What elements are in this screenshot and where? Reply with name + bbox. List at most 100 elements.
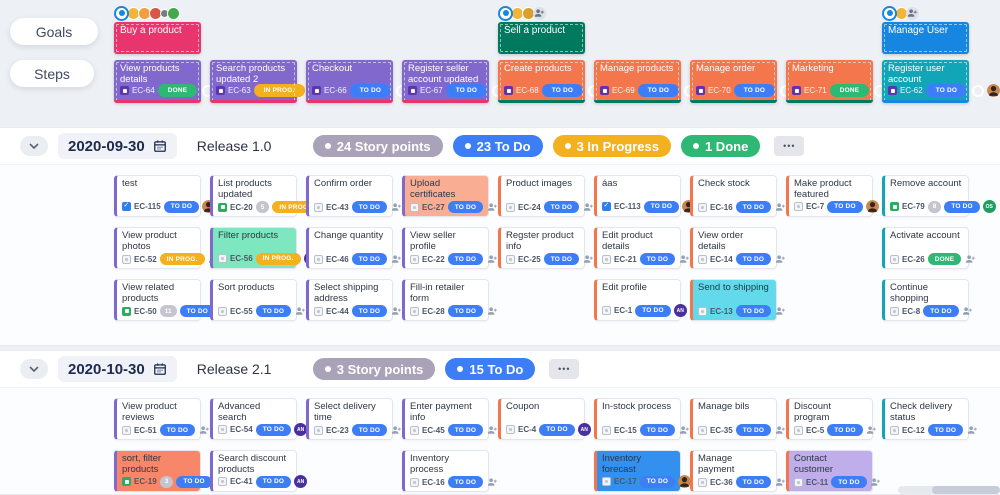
step-card[interactable]: Register user account EC-62 TO DO <box>882 60 1000 103</box>
status-pill[interactable]: TO DO <box>639 475 676 488</box>
status-pill[interactable]: TO DO <box>831 476 867 488</box>
status-pill[interactable]: TO DO <box>351 201 388 213</box>
assign-user-icon[interactable] <box>390 424 402 436</box>
story-card[interactable]: Select shipping address EC-44 TO DO <box>306 279 401 321</box>
goal-card[interactable]: Sell a product <box>498 22 585 54</box>
status-pill[interactable]: TO DO <box>159 424 196 436</box>
status-pill[interactable]: TO DO <box>447 424 484 436</box>
status-pill[interactable]: TO DO <box>179 305 216 317</box>
story-card[interactable]: Sort products EC-55 TO DO <box>210 279 305 321</box>
assignee-avatar[interactable] <box>987 84 1000 97</box>
assign-user-icon[interactable] <box>870 476 882 488</box>
assign-user-icon[interactable] <box>774 305 786 317</box>
status-pill[interactable]: TO DO <box>351 424 388 436</box>
assignee-avatar[interactable]: OS <box>982 200 996 213</box>
status-pill[interactable]: TO DO <box>733 84 776 97</box>
assignee-avatar[interactable] <box>865 200 879 213</box>
story-card[interactable]: Edit profile EC-1 TO DO AN <box>594 279 687 321</box>
story-card[interactable]: List products updated EC-20 5 IN PROG. <box>210 175 331 217</box>
status-pill[interactable]: TO DO <box>163 200 200 213</box>
status-pill[interactable]: TO DO <box>827 424 863 436</box>
status-pill[interactable]: TO DO <box>255 423 292 436</box>
story-card[interactable]: Continue shopping EC-8 TO DO <box>882 279 973 321</box>
status-pill[interactable]: TO DO <box>349 84 392 97</box>
goal-card[interactable]: Manage User <box>882 22 969 54</box>
assign-user-icon[interactable] <box>866 424 878 436</box>
assign-user-icon[interactable] <box>198 424 210 436</box>
status-pill[interactable]: TO DO <box>447 253 484 265</box>
status-pill[interactable]: TO DO <box>539 423 575 436</box>
assign-user-icon[interactable] <box>486 424 498 436</box>
story-card[interactable]: View seller profile EC-22 TO DO <box>402 227 497 269</box>
assignee-avatar[interactable]: AN <box>294 475 308 488</box>
story-card[interactable]: Inventory process EC-16 TO DO <box>402 450 497 492</box>
story-card[interactable]: Change quantity EC-46 TO DO <box>306 227 401 269</box>
step-card[interactable]: Search products updated 2 EC-63 IN PROG. <box>210 60 338 103</box>
assign-user-icon[interactable] <box>486 305 498 317</box>
status-pill[interactable]: DONE <box>829 84 870 97</box>
story-card[interactable]: Activate account EC-26 DONE <box>882 227 975 269</box>
status-pill[interactable]: TO DO <box>735 476 772 488</box>
status-pill[interactable]: TO DO <box>927 424 964 436</box>
status-pill[interactable]: IN PROG. <box>255 252 301 265</box>
assign-user-icon[interactable] <box>962 305 974 317</box>
story-card[interactable]: Search discount products EC-41 TO DO AN <box>210 450 308 492</box>
status-pill[interactable]: TO DO <box>643 200 680 213</box>
release-more-button[interactable]: ••• <box>774 136 805 156</box>
assign-user-icon[interactable] <box>486 253 498 265</box>
steps-button[interactable]: Steps <box>10 60 94 87</box>
assign-user-icon[interactable] <box>964 253 976 265</box>
release-date-button[interactable]: 2020-09-30 <box>58 133 177 159</box>
collapse-chevron-button[interactable] <box>20 136 48 156</box>
release-date-button[interactable]: 2020-10-30 <box>58 356 177 382</box>
assign-user-icon[interactable] <box>774 253 786 265</box>
story-card[interactable]: Upload certificates EC-27 TO DO <box>402 175 497 217</box>
step-card[interactable]: Register seller account updated EC-67 TO D… <box>402 60 521 103</box>
status-pill[interactable]: TO DO <box>351 253 388 265</box>
status-pill[interactable]: TO DO <box>639 424 676 436</box>
collapse-chevron-button[interactable] <box>20 359 48 379</box>
goal-card[interactable]: Buy a product <box>114 22 201 54</box>
status-pill[interactable]: TO DO <box>351 305 388 317</box>
story-card[interactable]: Contact customer EC-11 TO DO <box>786 450 881 492</box>
story-card[interactable]: View order details EC-14 TO DO <box>690 227 785 269</box>
story-card[interactable]: Check delivery status EC-12 TO DO <box>882 398 977 440</box>
story-card[interactable]: Send to shipping EC-13 TO DO <box>690 279 785 321</box>
story-card[interactable]: Confirm order EC-43 TO DO <box>306 175 401 217</box>
assign-user-icon[interactable] <box>582 253 594 265</box>
assign-user-icon[interactable] <box>774 201 786 213</box>
story-card[interactable]: Inventory forecast EC-17 TO DO <box>594 450 692 492</box>
assignee-avatar[interactable]: AN <box>577 423 591 436</box>
horizontal-scrollbar-thumb[interactable] <box>932 486 1000 494</box>
story-card[interactable]: In-stock process EC-15 TO DO <box>594 398 689 440</box>
goals-button[interactable]: Goals <box>10 18 98 45</box>
add-user-button[interactable] <box>533 6 546 20</box>
status-pill[interactable]: IN PROG. <box>159 253 205 265</box>
status-pill[interactable]: TO DO <box>827 200 863 213</box>
step-card[interactable]: View products details EC-64 DONE <box>114 60 231 103</box>
status-pill[interactable]: TO DO <box>735 253 772 265</box>
status-pill[interactable]: TO DO <box>639 253 676 265</box>
status-pill[interactable]: TO DO <box>637 84 680 97</box>
status-pill[interactable]: TO DO <box>735 424 772 436</box>
story-card[interactable]: sort, filter products EC-19 3 TO DO <box>114 450 228 492</box>
assignee-avatar[interactable] <box>678 475 692 488</box>
status-pill[interactable]: TO DO <box>735 305 772 317</box>
assign-user-icon[interactable] <box>486 201 498 213</box>
status-pill[interactable]: TO DO <box>543 253 580 265</box>
assign-user-icon[interactable] <box>294 305 306 317</box>
story-card[interactable]: Make product featured EC-7 TO DO <box>786 175 879 217</box>
story-card[interactable]: Select delivery time EC-23 TO DO <box>306 398 401 440</box>
assign-user-icon[interactable] <box>966 424 978 436</box>
assign-user-icon[interactable] <box>390 201 402 213</box>
assign-user-icon[interactable] <box>678 253 690 265</box>
assign-user-icon[interactable] <box>582 201 594 213</box>
status-pill[interactable]: DONE <box>927 253 962 265</box>
status-pill[interactable]: TO DO <box>447 201 484 213</box>
